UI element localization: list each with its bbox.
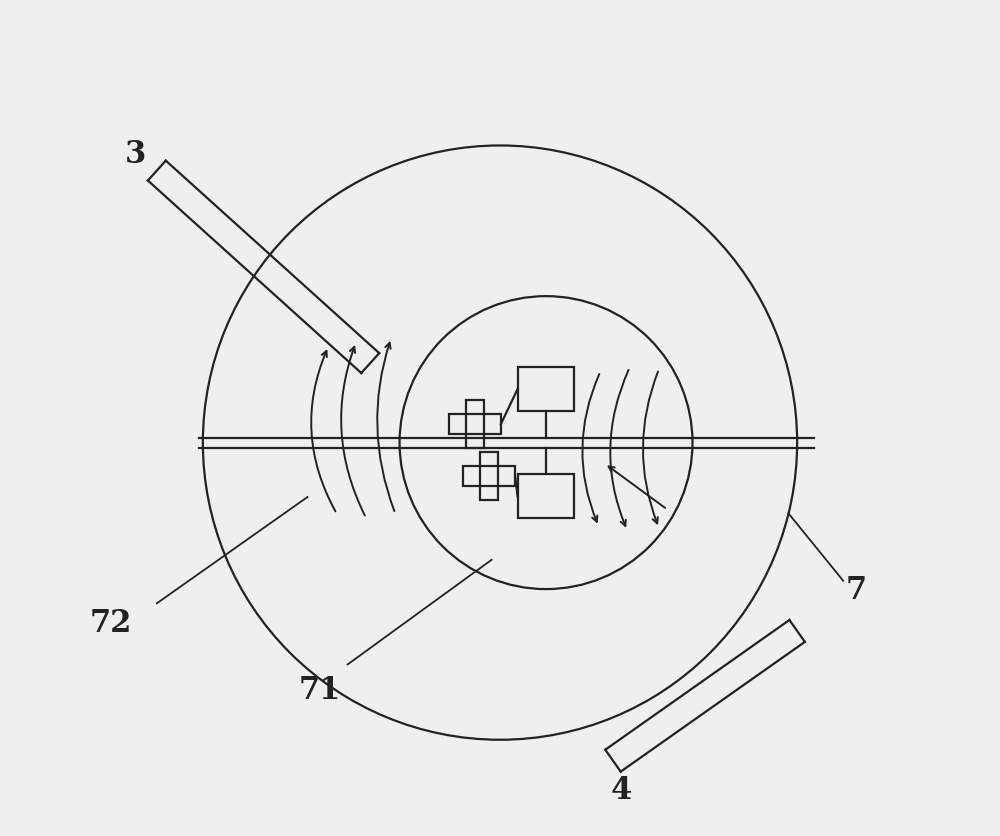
Text: 4: 4 [611, 774, 632, 806]
Bar [518, 368, 574, 411]
Bar [518, 475, 574, 518]
Text: 3: 3 [125, 139, 147, 171]
Bar [480, 452, 498, 501]
Bar [466, 400, 484, 449]
Text: 72: 72 [90, 607, 132, 639]
Bar [449, 415, 501, 435]
Bar [463, 466, 515, 487]
Text: 7: 7 [845, 573, 866, 605]
Text: 71: 71 [299, 674, 341, 706]
